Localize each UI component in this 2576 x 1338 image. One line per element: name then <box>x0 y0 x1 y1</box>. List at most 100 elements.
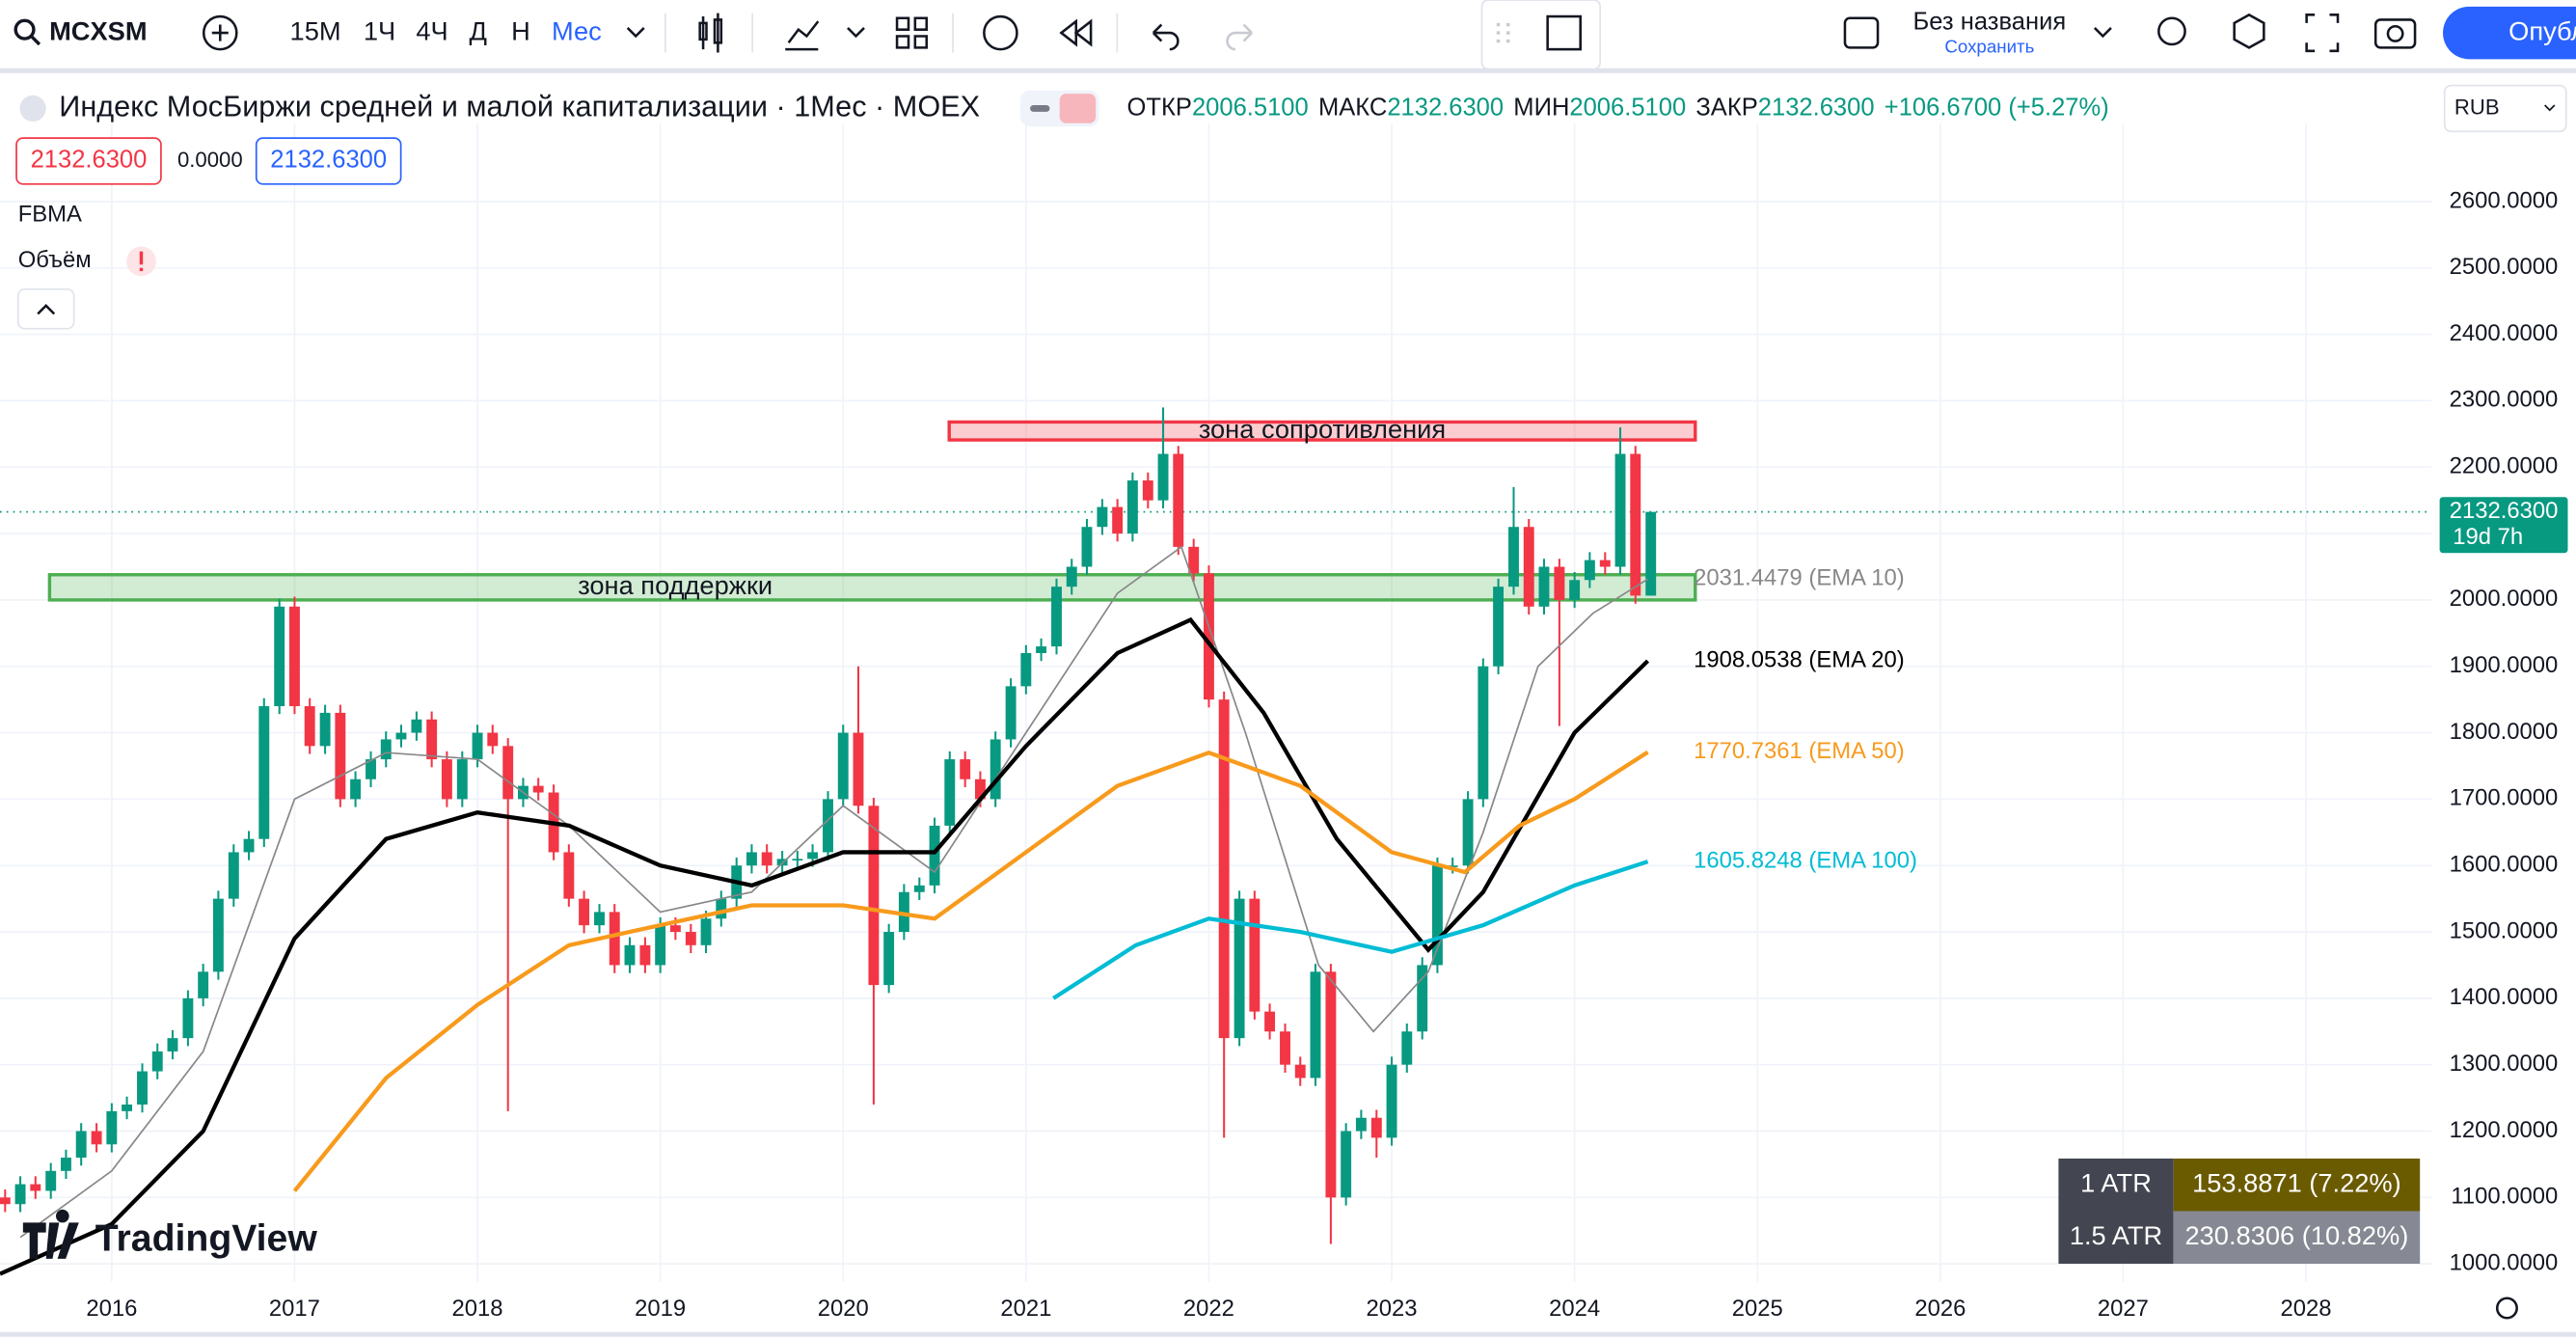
settings-gear[interactable] <box>2495 1297 2518 1320</box>
x-tick-label: 2017 <box>269 1296 320 1322</box>
add-symbol <box>211 24 229 41</box>
candle-body <box>1203 573 1214 700</box>
interval[interactable]: 4Ч <box>416 15 447 45</box>
add-symbol[interactable] <box>202 14 238 51</box>
snapshot-icon[interactable] <box>2373 18 2417 49</box>
x-tick-label: 2024 <box>1549 1296 1600 1322</box>
candle-body <box>288 606 300 707</box>
candle-body <box>122 1104 133 1111</box>
candle-body <box>1097 506 1108 528</box>
interval[interactable]: 15М <box>290 15 341 45</box>
ohlc-value: 2006.5100 <box>1192 94 1309 121</box>
y-tick-label: 1800.0000 <box>2450 719 2559 745</box>
x-tick-label: 2018 <box>452 1296 503 1322</box>
candle-body <box>366 759 376 779</box>
interval[interactable]: Д <box>469 15 486 45</box>
candle-body <box>1294 1064 1306 1079</box>
candle-body <box>456 759 468 800</box>
bid-box[interactable] <box>15 137 162 185</box>
dropdown[interactable] <box>847 27 865 39</box>
candle-body <box>1142 480 1153 501</box>
interval[interactable]: Н <box>511 15 530 45</box>
interval[interactable]: 1Ч <box>364 15 395 45</box>
ohlc-label: МАКС <box>1318 94 1387 121</box>
dropdown <box>2544 104 2556 112</box>
price-label: 2132.6300 <box>2450 498 2559 524</box>
candle-body <box>91 1131 102 1145</box>
candle-body <box>395 732 407 740</box>
settings-icon[interactable] <box>2233 13 2265 49</box>
quick-search[interactable] <box>2157 16 2186 46</box>
layout-icon[interactable] <box>1843 16 1880 49</box>
plot: 2016 2017 2018 2019 2020 2021 2022 2023 2024 2025… <box>0 123 2568 1322</box>
candle-body <box>1584 560 1595 581</box>
candle-body <box>944 759 956 826</box>
table-cell <box>2173 1158 2421 1212</box>
candle-body <box>929 825 940 886</box>
fullscreen-icon[interactable] <box>2305 14 2340 53</box>
candle-body <box>700 918 712 945</box>
publish-label[interactable]: Опублико <box>2508 15 2576 45</box>
save-label[interactable]: Сохранить <box>1944 36 2034 56</box>
candle-body <box>1630 453 1641 596</box>
candle-body <box>502 746 514 800</box>
candle-body <box>1447 865 1458 867</box>
candle-body <box>1310 971 1321 1079</box>
candle-body <box>868 806 880 986</box>
ema-label: 1908.0538 (EMA 20) <box>1694 646 1905 672</box>
y-tick-label: 1500.0000 <box>2450 917 2559 943</box>
candle-body <box>1569 580 1581 600</box>
drag-handle[interactable] <box>1496 22 1510 43</box>
dropdown[interactable] <box>626 27 645 39</box>
candle-body <box>167 1038 178 1051</box>
candle-body <box>1614 453 1626 567</box>
alert-icon[interactable] <box>983 14 1018 51</box>
candle-body <box>0 1197 11 1205</box>
x-tick-label: 2027 <box>2098 1296 2149 1322</box>
zone-label: зона сопротивления <box>1199 414 1446 444</box>
chart-type-icon[interactable] <box>698 13 723 53</box>
collapse-button[interactable] <box>16 287 75 330</box>
layouts-icon[interactable] <box>895 16 929 49</box>
indicators-icon[interactable] <box>785 20 820 51</box>
ohlc-value: 2132.6300 <box>1758 94 1875 121</box>
search-icon[interactable] <box>14 18 36 41</box>
candle-body <box>837 732 849 800</box>
candle-body <box>669 925 681 933</box>
price-label-bg <box>2439 497 2568 554</box>
candle-body <box>974 778 986 800</box>
candle-body <box>1355 1117 1367 1132</box>
table-cell <box>2173 1211 2421 1265</box>
table-text: 1.5 ATR <box>2070 1220 2162 1250</box>
ask-box[interactable] <box>255 137 402 185</box>
y-tick-label: 1300.0000 <box>2450 1051 2559 1077</box>
ohlc-label: ОТКР <box>1127 94 1192 121</box>
replay-icon[interactable] <box>1059 18 1093 47</box>
currency-select[interactable] <box>2443 84 2567 133</box>
indicator-name[interactable]: FBMA <box>18 201 82 227</box>
y-tick-label: 1600.0000 <box>2450 852 2559 878</box>
candle-body <box>1234 898 1245 1039</box>
publish-button[interactable] <box>2443 6 2576 60</box>
legend-toggle <box>1059 94 1097 123</box>
candle-body <box>761 852 773 866</box>
candle-body <box>609 912 620 966</box>
candle-body <box>1188 546 1200 574</box>
rectangle-tool[interactable] <box>1546 14 1582 51</box>
interval-active[interactable]: Мес <box>552 15 602 45</box>
candle-body <box>212 898 224 972</box>
dropdown[interactable] <box>2093 27 2112 39</box>
candle-body <box>853 732 864 806</box>
ohlc-value: 2006.5100 <box>1569 94 1686 121</box>
indicator-name[interactable]: Объём <box>18 247 92 273</box>
redo-icon[interactable] <box>1226 23 1253 51</box>
candle-body <box>1036 646 1047 653</box>
undo-icon[interactable] <box>1152 23 1180 51</box>
candle-body <box>1645 511 1657 596</box>
ohlc-label: ЗАКР <box>1695 94 1757 121</box>
symbol[interactable]: MCXSM <box>49 15 147 45</box>
ohlc-label: МИН <box>1513 94 1569 121</box>
layout-name[interactable]: Без названия <box>1913 9 2067 36</box>
atr-table: 1 ATR 153.8871 (7.22%) 1.5 ATR 230.8306 … <box>2058 1158 2421 1265</box>
candle-body <box>1112 506 1124 534</box>
